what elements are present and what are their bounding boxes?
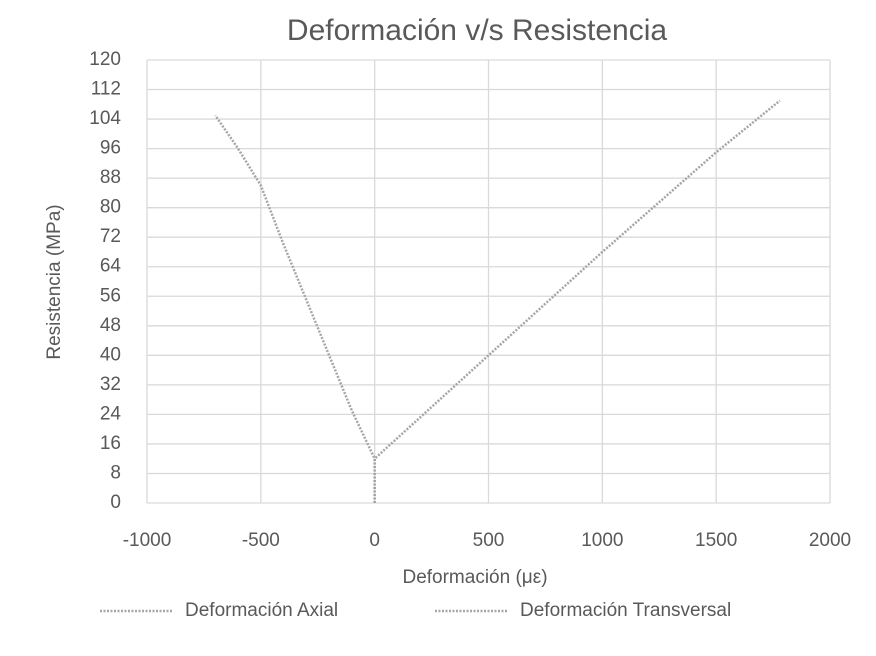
y-tick-label: 24 [100,403,122,424]
x-tick-label: 1500 [695,530,737,551]
legend-label: Deformación Transversal [520,600,731,621]
y-tick-label: 48 [100,315,121,336]
x-tick-label: 0 [369,530,380,551]
y-tick-label: 120 [89,49,121,70]
y-tick-label: 80 [100,197,121,218]
y-tick-label: 32 [100,374,121,395]
x-tick-label: -1000 [123,530,172,551]
x-tick-label: -500 [242,530,280,551]
y-tick-label: 56 [100,285,121,306]
y-tick-label: 88 [100,167,121,188]
x-axis-title: Deformación (με) [402,567,547,588]
y-tick-label: 72 [100,226,121,247]
y-tick-label: 112 [91,79,121,100]
chart-title: Deformación v/s Resistencia [287,14,667,47]
legend-label: Deformación Axial [185,600,338,621]
x-tick-label: 2000 [809,530,851,551]
x-tick-label: 1000 [581,530,623,551]
y-tick-label: 96 [100,138,121,159]
y-tick-label: 0 [110,492,121,513]
y-tick-label: 8 [110,462,121,483]
y-tick-label: 40 [100,344,121,365]
y-axis-title: Resistencia (MPa) [44,204,65,359]
data-line [373,99,781,503]
y-tick-label: 104 [89,108,121,129]
data-line [214,114,376,503]
y-tick-label: 64 [100,256,122,277]
y-tick-label: 16 [100,433,121,454]
x-tick-label: 500 [473,530,505,551]
